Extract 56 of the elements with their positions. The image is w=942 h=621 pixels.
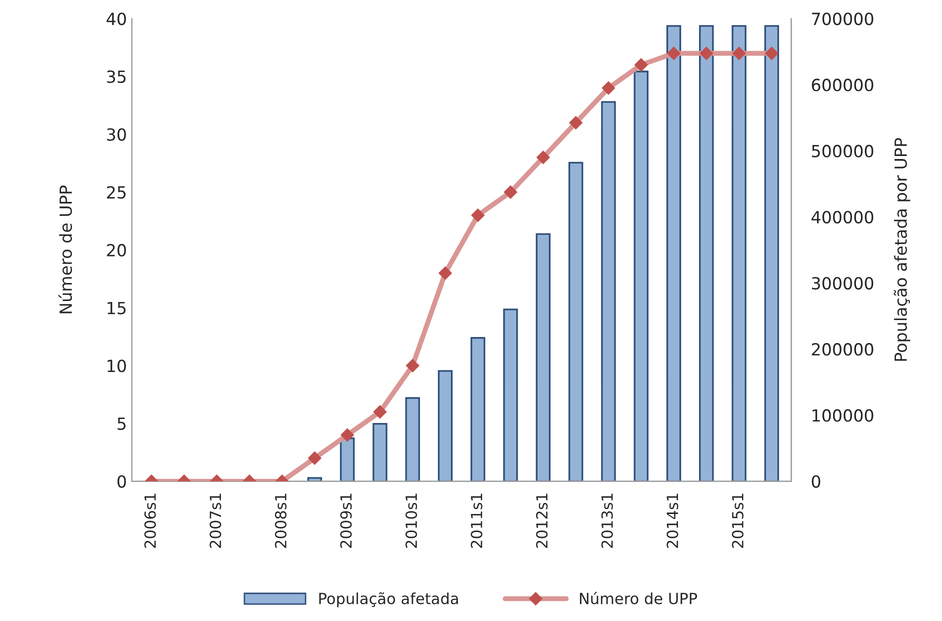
x-tick-label: 2009s1 <box>340 494 352 548</box>
y-axis-title: Número de UPP <box>58 186 72 314</box>
bar <box>634 70 648 482</box>
point <box>765 46 778 60</box>
point <box>732 46 746 60</box>
x-tick-label: 2006s1 <box>144 494 156 548</box>
y-tick-label: 0 <box>118 475 126 488</box>
x-tick-label: 2007s1 <box>210 494 222 548</box>
y2-tick-label: 700000 <box>812 12 874 26</box>
x-tick-label: 2010s1 <box>405 494 418 548</box>
bar <box>568 162 584 482</box>
y2-tick-label: 0 <box>812 475 820 488</box>
bar <box>503 308 518 482</box>
x-tick-label: 2012s1 <box>536 494 548 548</box>
y2-tick-label: 100000 <box>812 409 874 422</box>
point <box>569 116 582 130</box>
bar <box>732 25 746 482</box>
y-tick-label: 5 <box>118 418 126 430</box>
y-tick-label: 20 <box>107 244 126 257</box>
point <box>667 46 680 60</box>
x-tick-label: 2011s1 <box>470 494 482 548</box>
y-tick-label: 10 <box>108 360 126 372</box>
point <box>536 150 550 164</box>
bar <box>470 337 486 482</box>
x-tick-label: 2015s1 <box>732 494 744 548</box>
bar <box>764 25 780 482</box>
x-tick-label: 2008s1 <box>274 494 286 548</box>
y2-tick-label: 500000 <box>812 144 874 158</box>
point <box>504 186 518 199</box>
bar <box>601 101 616 482</box>
bar <box>438 370 453 482</box>
y-tick-label: 25 <box>107 186 126 199</box>
y2-tick-label: 600000 <box>812 78 874 92</box>
bar <box>699 25 714 482</box>
point <box>471 208 484 222</box>
y-tick-label: 15 <box>108 302 126 314</box>
bar <box>536 233 551 482</box>
point <box>634 58 648 72</box>
x-tick-label: 2013s1 <box>601 494 613 548</box>
y2-tick-label: 200000 <box>812 343 874 356</box>
legend-label: População afetada <box>319 592 458 608</box>
point <box>602 81 616 95</box>
point <box>438 266 452 280</box>
y-tick-label: 30 <box>107 128 126 141</box>
bar <box>666 25 682 482</box>
point <box>700 46 713 60</box>
y2-tick-label: 400000 <box>812 210 874 224</box>
bar <box>405 397 420 482</box>
y-tick-label: 40 <box>106 12 126 26</box>
legend-label: Número de UPP <box>580 592 698 604</box>
y2-axis-title: População afetada por UPP <box>894 138 910 361</box>
y-tick-label: 35 <box>107 70 126 84</box>
bar <box>340 437 355 482</box>
x-tick-label: 2014s1 <box>666 494 678 548</box>
y2-tick-label: 300000 <box>812 276 874 290</box>
bar <box>372 422 388 482</box>
